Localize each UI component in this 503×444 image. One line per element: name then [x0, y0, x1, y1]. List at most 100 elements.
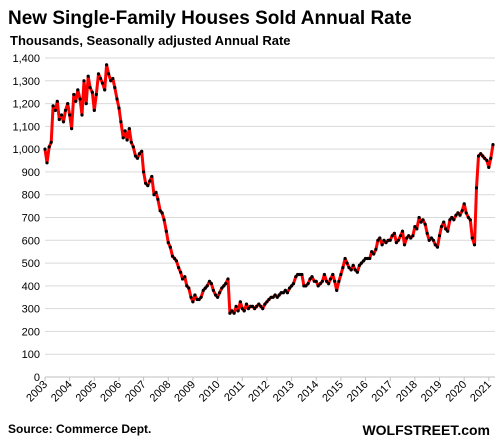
data-point	[448, 218, 452, 222]
data-point	[474, 186, 479, 190]
data-point	[234, 304, 238, 308]
data-point	[491, 143, 495, 147]
x-tick-label: 2017	[370, 379, 396, 405]
data-point	[485, 158, 489, 163]
data-point	[70, 127, 74, 131]
data-point	[437, 234, 442, 238]
data-point	[189, 295, 193, 299]
data-point	[273, 293, 277, 297]
series-line	[43, 63, 495, 315]
y-tick-label: 400	[22, 281, 40, 293]
data-point	[479, 152, 483, 156]
data-point	[133, 154, 138, 158]
data-point	[218, 291, 222, 295]
y-tick-label: 700	[22, 213, 40, 225]
data-point	[304, 284, 308, 288]
data-point	[298, 272, 302, 277]
data-point	[45, 161, 49, 165]
data-point	[378, 236, 382, 240]
data-point	[68, 113, 72, 117]
data-point	[193, 293, 197, 297]
data-point	[47, 145, 51, 149]
data-point	[365, 256, 370, 261]
y-tick-label: 100	[22, 349, 40, 361]
data-point	[214, 293, 218, 297]
x-tick-label: 2009	[172, 379, 198, 405]
y-tick-label: 600	[22, 235, 40, 247]
y-tick-label: 1,100	[12, 121, 40, 133]
data-point	[316, 284, 320, 288]
data-point	[86, 74, 90, 78]
data-point	[107, 72, 111, 76]
series-layer	[43, 63, 495, 315]
data-point	[444, 227, 448, 231]
y-tick-label: 300	[22, 304, 40, 316]
data-point	[92, 108, 96, 112]
data-point	[291, 282, 296, 286]
data-point	[183, 275, 187, 279]
data-point	[103, 88, 107, 92]
data-point	[174, 259, 178, 263]
data-point	[84, 102, 88, 106]
data-point	[257, 302, 261, 306]
data-point	[341, 266, 345, 270]
data-point	[281, 291, 285, 295]
axes	[44, 376, 495, 381]
data-point	[423, 222, 427, 226]
data-point	[429, 236, 433, 240]
data-point	[88, 86, 92, 90]
data-point	[248, 304, 252, 308]
x-tick-label: 2019	[419, 379, 445, 405]
data-point	[333, 279, 337, 283]
data-point	[308, 277, 312, 281]
data-point	[150, 174, 154, 179]
data-point	[152, 193, 156, 197]
data-point	[483, 156, 487, 160]
data-point	[240, 307, 244, 311]
data-point	[489, 156, 493, 160]
data-point	[421, 218, 425, 222]
data-point	[162, 218, 166, 222]
data-point	[244, 302, 249, 306]
data-point	[216, 295, 220, 299]
x-tick-label: 2008	[148, 379, 174, 405]
data-point	[156, 197, 160, 201]
data-point	[242, 309, 246, 313]
data-point	[53, 108, 58, 112]
data-point	[109, 79, 113, 83]
data-point	[460, 209, 464, 213]
data-point	[164, 229, 168, 233]
data-point	[450, 215, 454, 220]
data-point	[43, 147, 47, 151]
chart-subtitle: Thousands, Seasonally adjusted Annual Ra…	[10, 33, 291, 48]
data-point	[331, 272, 335, 277]
data-point	[185, 284, 189, 288]
data-point	[335, 288, 339, 292]
x-tick-label: 2004	[49, 379, 75, 405]
data-point	[76, 88, 80, 92]
x-tick-label: 2013	[271, 379, 297, 405]
y-tick-label: 1,200	[12, 99, 40, 111]
data-point	[327, 282, 331, 286]
x-tick-label: 2011	[222, 379, 247, 404]
brand-label: WOLFSTREET.com	[362, 422, 490, 438]
data-point	[320, 279, 324, 283]
data-point	[265, 300, 269, 304]
data-point	[72, 92, 76, 97]
data-point	[290, 284, 294, 288]
data-point	[197, 297, 201, 302]
data-point	[207, 279, 212, 283]
data-point	[351, 263, 355, 267]
data-point	[142, 170, 146, 174]
data-point	[201, 288, 205, 292]
data-point	[322, 272, 326, 277]
data-point	[261, 307, 265, 311]
data-point	[372, 252, 376, 256]
data-point	[251, 304, 255, 308]
data-point	[427, 238, 431, 242]
data-point	[220, 286, 224, 290]
data-point	[407, 234, 411, 238]
data-point	[74, 99, 78, 103]
data-point	[94, 92, 98, 97]
data-point	[123, 129, 127, 133]
